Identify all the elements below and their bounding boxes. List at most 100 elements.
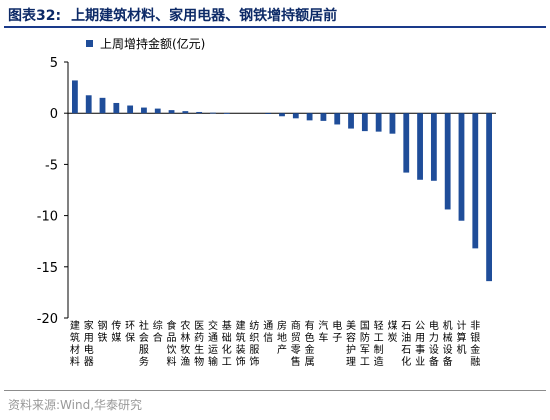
bar	[154, 108, 161, 114]
bar	[279, 113, 285, 117]
x-tick-label: 化	[222, 343, 232, 356]
bar	[127, 105, 134, 114]
x-tick-label: 金	[305, 343, 315, 356]
x-tick-label: 综	[153, 319, 163, 332]
x-tick-label: 渔	[180, 356, 190, 368]
x-tick-label: 织	[249, 332, 259, 344]
bar	[85, 95, 92, 114]
x-tick-label: 力	[429, 331, 439, 344]
bar	[361, 113, 368, 132]
bar-chart: 50-5-10-15-20 建筑材料家用电器钢铁传媒环保社会服务综合食品饮料农林牧…	[37, 36, 496, 368]
x-tick-label: 建	[70, 319, 80, 332]
x-tick-label: 信	[263, 332, 273, 344]
bar	[306, 113, 313, 121]
x-tick-label: 通	[263, 320, 273, 332]
x-tick-label: 饮	[167, 343, 177, 356]
x-tick-label: 煤	[387, 319, 397, 332]
x-tick-label: 保	[125, 331, 135, 344]
x-tick-label: 车	[318, 331, 328, 344]
x-tick-label: 制	[374, 343, 384, 356]
x-tick-label: 生	[194, 343, 204, 356]
x-tick-label: 服	[139, 344, 149, 356]
x-tick-label: 色	[305, 331, 315, 344]
x-tick-label: 食	[167, 319, 177, 332]
x-tick-label: 装	[236, 343, 246, 356]
x-tick-label: 石	[401, 345, 411, 356]
figure-title: 图表32: 上期建筑材料、家用电器、钢铁增持额居前	[8, 5, 337, 25]
x-tick-label: 工	[374, 333, 384, 344]
x-tick-label: 炭	[387, 332, 397, 344]
x-tick-label: 零	[291, 344, 301, 356]
x-tick-label: 机	[443, 319, 453, 332]
x-tick-label: 媒	[111, 332, 121, 344]
bar	[403, 113, 410, 173]
x-tick-label: 农	[180, 319, 190, 332]
x-tick-label: 军	[360, 344, 370, 356]
x-tick-label: 属	[305, 356, 315, 368]
bar	[320, 113, 327, 121]
x-tick-label: 家	[84, 319, 94, 332]
x-tick-label: 造	[374, 355, 384, 368]
x-tick-label: 工	[360, 357, 370, 368]
x-tick-label: 药	[194, 332, 204, 344]
bar	[223, 112, 230, 114]
bar	[444, 113, 451, 210]
x-tick-label: 金	[470, 343, 480, 356]
y-tick-label: -5	[45, 158, 58, 173]
header-rule	[4, 26, 546, 28]
x-tick-label: 石	[401, 321, 411, 332]
x-tick-label: 传	[111, 320, 121, 332]
bar	[417, 113, 423, 180]
x-tick-label: 银	[470, 331, 480, 344]
x-tick-label: 医	[194, 320, 204, 332]
x-tick-label: 防	[360, 331, 370, 344]
x-tick-label: 电	[429, 319, 439, 332]
x-tick-label: 料	[70, 355, 80, 368]
bar	[265, 113, 272, 114]
bar	[113, 102, 120, 114]
x-tick-label: 用	[415, 333, 425, 344]
legend-label: 上周增持金额(亿元)	[100, 36, 205, 51]
bar	[430, 113, 437, 181]
figure-number: 图表32:	[8, 8, 62, 24]
bar	[486, 113, 492, 282]
x-tick-label: 房	[277, 319, 287, 332]
bar	[210, 112, 216, 114]
x-tick-label: 筑	[236, 331, 246, 344]
x-tick-label: 设	[429, 344, 439, 356]
bar	[375, 113, 382, 132]
x-tick-label: 贸	[291, 332, 301, 344]
x-tick-label: 融	[470, 356, 480, 368]
x-tick-label: 容	[346, 331, 356, 344]
bar	[348, 113, 354, 129]
x-tick-label: 用	[84, 333, 94, 344]
figure-header: 图表32: 上期建筑材料、家用电器、钢铁增持额居前	[0, 0, 550, 28]
x-tick-label: 售	[291, 355, 301, 368]
x-tick-label: 护	[346, 343, 356, 356]
x-tick-label: 公	[415, 321, 425, 332]
x-tick-label: 子	[332, 332, 342, 344]
x-tick-label: 建	[236, 319, 246, 332]
x-tick-label: 国	[360, 320, 370, 332]
bar	[472, 113, 479, 249]
x-tick-label: 品	[167, 332, 177, 344]
x-tick-label: 化	[401, 355, 411, 368]
x-tick-label: 础	[222, 332, 232, 344]
x-tick-label: 饰	[249, 355, 259, 368]
y-tick-label: -10	[37, 210, 58, 225]
bar	[141, 107, 147, 114]
x-tick-label: 材	[70, 343, 80, 356]
x-tick-label: 林	[180, 331, 190, 344]
figure-title-text: 上期建筑材料、家用电器、钢铁增持额居前	[71, 8, 338, 24]
x-tick-label: 基	[222, 319, 232, 332]
x-tick-label: 铁	[98, 331, 108, 344]
x-tick-label: 料	[167, 355, 177, 368]
x-tick-label: 工	[222, 357, 232, 368]
x-tick-label: 务	[139, 355, 149, 368]
x-tick-label: 钢	[98, 319, 108, 332]
bar	[182, 111, 189, 114]
x-tick-label: 机	[456, 343, 466, 356]
bar	[72, 80, 78, 114]
x-tick-label: 服	[249, 344, 259, 356]
x-tick-label: 器	[84, 356, 94, 368]
